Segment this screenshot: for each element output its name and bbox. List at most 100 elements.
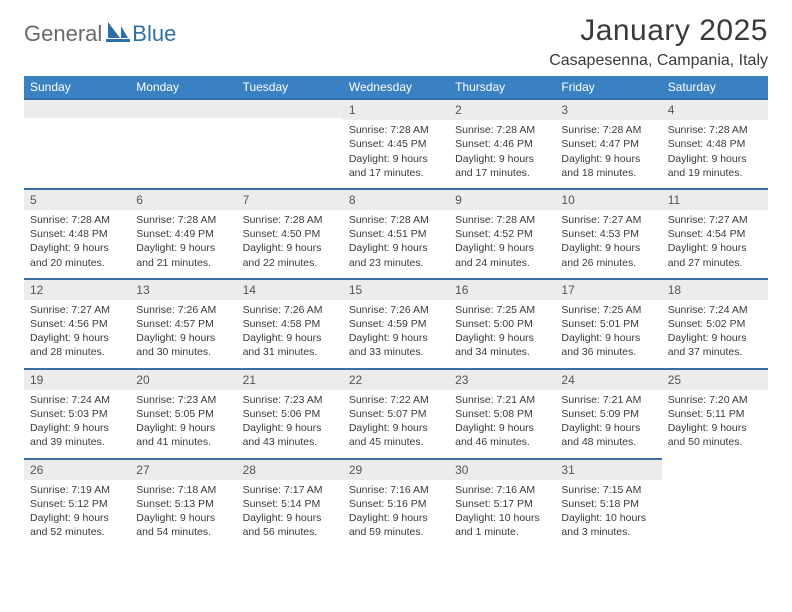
daylight-text-2: and 50 minutes. (668, 435, 762, 449)
sunset-text: Sunset: 4:52 PM (455, 227, 549, 241)
calendar-cell: 1Sunrise: 7:28 AMSunset: 4:45 PMDaylight… (343, 98, 449, 188)
sunset-text: Sunset: 4:47 PM (561, 137, 655, 151)
sunset-text: Sunset: 4:59 PM (349, 317, 443, 331)
sunset-text: Sunset: 5:00 PM (455, 317, 549, 331)
calendar-cell: 10Sunrise: 7:27 AMSunset: 4:53 PMDayligh… (555, 188, 661, 278)
daylight-text-1: Daylight: 10 hours (561, 511, 655, 525)
calendar-cell: 20Sunrise: 7:23 AMSunset: 5:05 PMDayligh… (130, 368, 236, 458)
logo-sail-icon (106, 20, 130, 47)
calendar-cell (24, 98, 130, 188)
calendar-cell: 28Sunrise: 7:17 AMSunset: 5:14 PMDayligh… (237, 458, 343, 548)
day-details: Sunrise: 7:24 AMSunset: 5:03 PMDaylight:… (24, 390, 130, 458)
month-title: January 2025 (549, 14, 768, 48)
daylight-text-2: and 54 minutes. (136, 525, 230, 539)
sunset-text: Sunset: 5:07 PM (349, 407, 443, 421)
day-details: Sunrise: 7:26 AMSunset: 4:59 PMDaylight:… (343, 300, 449, 368)
sunrise-text: Sunrise: 7:20 AM (668, 393, 762, 407)
daylight-text-1: Daylight: 9 hours (243, 241, 337, 255)
title-block: January 2025 Casapesenna, Campania, Ital… (549, 14, 768, 70)
sunset-text: Sunset: 4:51 PM (349, 227, 443, 241)
sunrise-text: Sunrise: 7:15 AM (561, 483, 655, 497)
day-details: Sunrise: 7:28 AMSunset: 4:52 PMDaylight:… (449, 210, 555, 278)
day-details: Sunrise: 7:28 AMSunset: 4:46 PMDaylight:… (449, 120, 555, 188)
day-details: Sunrise: 7:28 AMSunset: 4:48 PMDaylight:… (662, 120, 768, 188)
daylight-text-2: and 43 minutes. (243, 435, 337, 449)
sunset-text: Sunset: 4:49 PM (136, 227, 230, 241)
daylight-text-1: Daylight: 9 hours (455, 421, 549, 435)
daylight-text-1: Daylight: 9 hours (243, 331, 337, 345)
sunrise-text: Sunrise: 7:26 AM (136, 303, 230, 317)
calendar-cell: 29Sunrise: 7:16 AMSunset: 5:16 PMDayligh… (343, 458, 449, 548)
sunrise-text: Sunrise: 7:24 AM (668, 303, 762, 317)
sunrise-text: Sunrise: 7:28 AM (561, 123, 655, 137)
day-details: Sunrise: 7:27 AMSunset: 4:56 PMDaylight:… (24, 300, 130, 368)
daylight-text-2: and 20 minutes. (30, 256, 124, 270)
day-number: 2 (449, 98, 555, 120)
sunset-text: Sunset: 4:48 PM (30, 227, 124, 241)
sunset-text: Sunset: 4:50 PM (243, 227, 337, 241)
sunrise-text: Sunrise: 7:25 AM (561, 303, 655, 317)
calendar-cell: 25Sunrise: 7:20 AMSunset: 5:11 PMDayligh… (662, 368, 768, 458)
daylight-text-2: and 27 minutes. (668, 256, 762, 270)
daylight-text-2: and 23 minutes. (349, 256, 443, 270)
day-details: Sunrise: 7:25 AMSunset: 5:00 PMDaylight:… (449, 300, 555, 368)
daylight-text-1: Daylight: 9 hours (668, 421, 762, 435)
sunset-text: Sunset: 5:11 PM (668, 407, 762, 421)
daylight-text-1: Daylight: 9 hours (668, 241, 762, 255)
sunrise-text: Sunrise: 7:28 AM (455, 213, 549, 227)
day-number: 12 (24, 278, 130, 300)
daylight-text-2: and 45 minutes. (349, 435, 443, 449)
calendar-cell: 16Sunrise: 7:25 AMSunset: 5:00 PMDayligh… (449, 278, 555, 368)
sunset-text: Sunset: 4:53 PM (561, 227, 655, 241)
calendar-cell: 23Sunrise: 7:21 AMSunset: 5:08 PMDayligh… (449, 368, 555, 458)
day-number: 16 (449, 278, 555, 300)
sunset-text: Sunset: 4:46 PM (455, 137, 549, 151)
day-details: Sunrise: 7:23 AMSunset: 5:06 PMDaylight:… (237, 390, 343, 458)
day-number: 23 (449, 368, 555, 390)
daylight-text-1: Daylight: 9 hours (349, 152, 443, 166)
day-number: 5 (24, 188, 130, 210)
daylight-text-2: and 34 minutes. (455, 345, 549, 359)
calendar-week-row: 1Sunrise: 7:28 AMSunset: 4:45 PMDaylight… (24, 98, 768, 188)
daylight-text-2: and 36 minutes. (561, 345, 655, 359)
sunrise-text: Sunrise: 7:21 AM (455, 393, 549, 407)
calendar-cell: 19Sunrise: 7:24 AMSunset: 5:03 PMDayligh… (24, 368, 130, 458)
sunrise-text: Sunrise: 7:18 AM (136, 483, 230, 497)
sunrise-text: Sunrise: 7:24 AM (30, 393, 124, 407)
day-number: 27 (130, 458, 236, 480)
sunset-text: Sunset: 5:06 PM (243, 407, 337, 421)
header: General Blue January 2025 Casapesenna, C… (24, 14, 768, 70)
day-number: 6 (130, 188, 236, 210)
daylight-text-2: and 17 minutes. (455, 166, 549, 180)
day-number: 15 (343, 278, 449, 300)
weekday-header: Monday (130, 76, 236, 98)
day-number: 29 (343, 458, 449, 480)
daylight-text-2: and 59 minutes. (349, 525, 443, 539)
calendar-week-row: 12Sunrise: 7:27 AMSunset: 4:56 PMDayligh… (24, 278, 768, 368)
sunset-text: Sunset: 5:01 PM (561, 317, 655, 331)
calendar-cell: 8Sunrise: 7:28 AMSunset: 4:51 PMDaylight… (343, 188, 449, 278)
calendar-body: 1Sunrise: 7:28 AMSunset: 4:45 PMDaylight… (24, 98, 768, 547)
sunset-text: Sunset: 5:17 PM (455, 497, 549, 511)
daylight-text-2: and 17 minutes. (349, 166, 443, 180)
sunset-text: Sunset: 5:18 PM (561, 497, 655, 511)
daylight-text-2: and 56 minutes. (243, 525, 337, 539)
sunset-text: Sunset: 4:56 PM (30, 317, 124, 331)
daylight-text-1: Daylight: 9 hours (668, 331, 762, 345)
daylight-text-1: Daylight: 9 hours (30, 331, 124, 345)
day-details: Sunrise: 7:26 AMSunset: 4:57 PMDaylight:… (130, 300, 236, 368)
daylight-text-1: Daylight: 9 hours (243, 421, 337, 435)
daylight-text-1: Daylight: 9 hours (561, 331, 655, 345)
day-number: 24 (555, 368, 661, 390)
calendar-cell: 21Sunrise: 7:23 AMSunset: 5:06 PMDayligh… (237, 368, 343, 458)
daylight-text-1: Daylight: 9 hours (561, 152, 655, 166)
sunrise-text: Sunrise: 7:16 AM (349, 483, 443, 497)
weekday-header: Thursday (449, 76, 555, 98)
day-details: Sunrise: 7:21 AMSunset: 5:08 PMDaylight:… (449, 390, 555, 458)
calendar-cell: 15Sunrise: 7:26 AMSunset: 4:59 PMDayligh… (343, 278, 449, 368)
daylight-text-2: and 41 minutes. (136, 435, 230, 449)
sunrise-text: Sunrise: 7:27 AM (30, 303, 124, 317)
sunset-text: Sunset: 4:45 PM (349, 137, 443, 151)
day-details: Sunrise: 7:24 AMSunset: 5:02 PMDaylight:… (662, 300, 768, 368)
sunset-text: Sunset: 4:58 PM (243, 317, 337, 331)
